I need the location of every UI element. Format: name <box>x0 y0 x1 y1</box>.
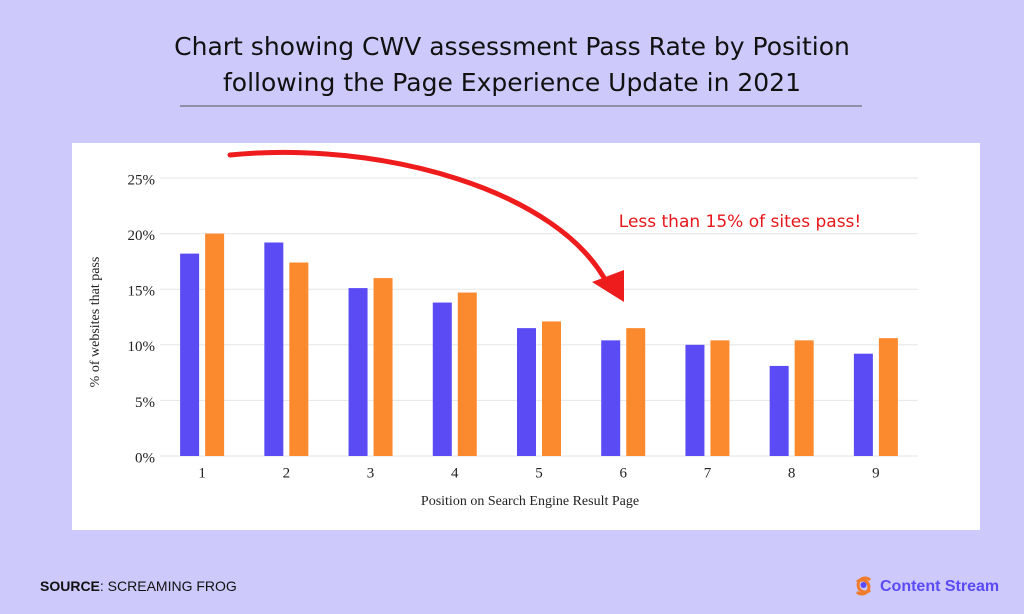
y-tick-label: 5% <box>135 395 155 411</box>
y-tick-label: 0% <box>135 450 155 466</box>
logo: Content Stream <box>880 578 999 595</box>
bar <box>432 302 452 456</box>
chart-title: following the Page Experience Update in … <box>223 68 801 97</box>
x-tick-label: 3 <box>367 465 375 481</box>
x-tick-label: 5 <box>535 465 543 481</box>
bar <box>685 344 705 456</box>
arrow-head <box>592 270 624 302</box>
bar <box>878 338 898 456</box>
bar <box>542 321 561 456</box>
bar <box>853 353 873 456</box>
bar <box>626 328 646 456</box>
plot: 0% 5% 10% 15% 20% 25% 1 2 3 4 5 6 7 8 9 <box>128 172 918 481</box>
source-key: SOURCE <box>40 578 100 594</box>
bar <box>794 340 814 456</box>
y-tick-label: 20% <box>128 228 156 244</box>
x-tick-label: 6 <box>619 465 627 481</box>
y-tick-label: 25% <box>128 172 156 188</box>
bar <box>601 340 621 456</box>
x-tick-label: 1 <box>198 465 206 481</box>
x-tick-label: 8 <box>788 465 796 481</box>
x-tick-label: 7 <box>704 465 712 481</box>
bar <box>769 365 789 456</box>
x-tick-label: 4 <box>451 465 459 481</box>
bar <box>264 242 284 456</box>
x-tick-label: 9 <box>872 465 880 481</box>
x-tick-label: 2 <box>283 465 291 481</box>
bar <box>205 233 225 456</box>
arrow <box>227 149 611 288</box>
logo-icon <box>855 576 872 596</box>
chart-title: Chart showing CWV assessment Pass Rate b… <box>174 32 850 61</box>
source-text: : SCREAMING FROG <box>100 578 237 594</box>
y-tick-label: 10% <box>128 339 156 355</box>
bar <box>517 328 536 456</box>
bar <box>289 262 309 456</box>
y-tick-label: 15% <box>128 284 156 300</box>
annotation: Less than 15% of sites pass! <box>619 212 861 232</box>
x-axis-label: Position on Search Engine Result Page <box>421 494 639 509</box>
source: SOURCE: SCREAMING FROG <box>40 578 237 594</box>
bar <box>180 253 200 456</box>
bar <box>710 340 730 456</box>
bar <box>348 288 368 456</box>
bar <box>373 278 393 456</box>
bar <box>457 292 477 456</box>
y-axis-label: % of websites that pass <box>88 257 103 388</box>
